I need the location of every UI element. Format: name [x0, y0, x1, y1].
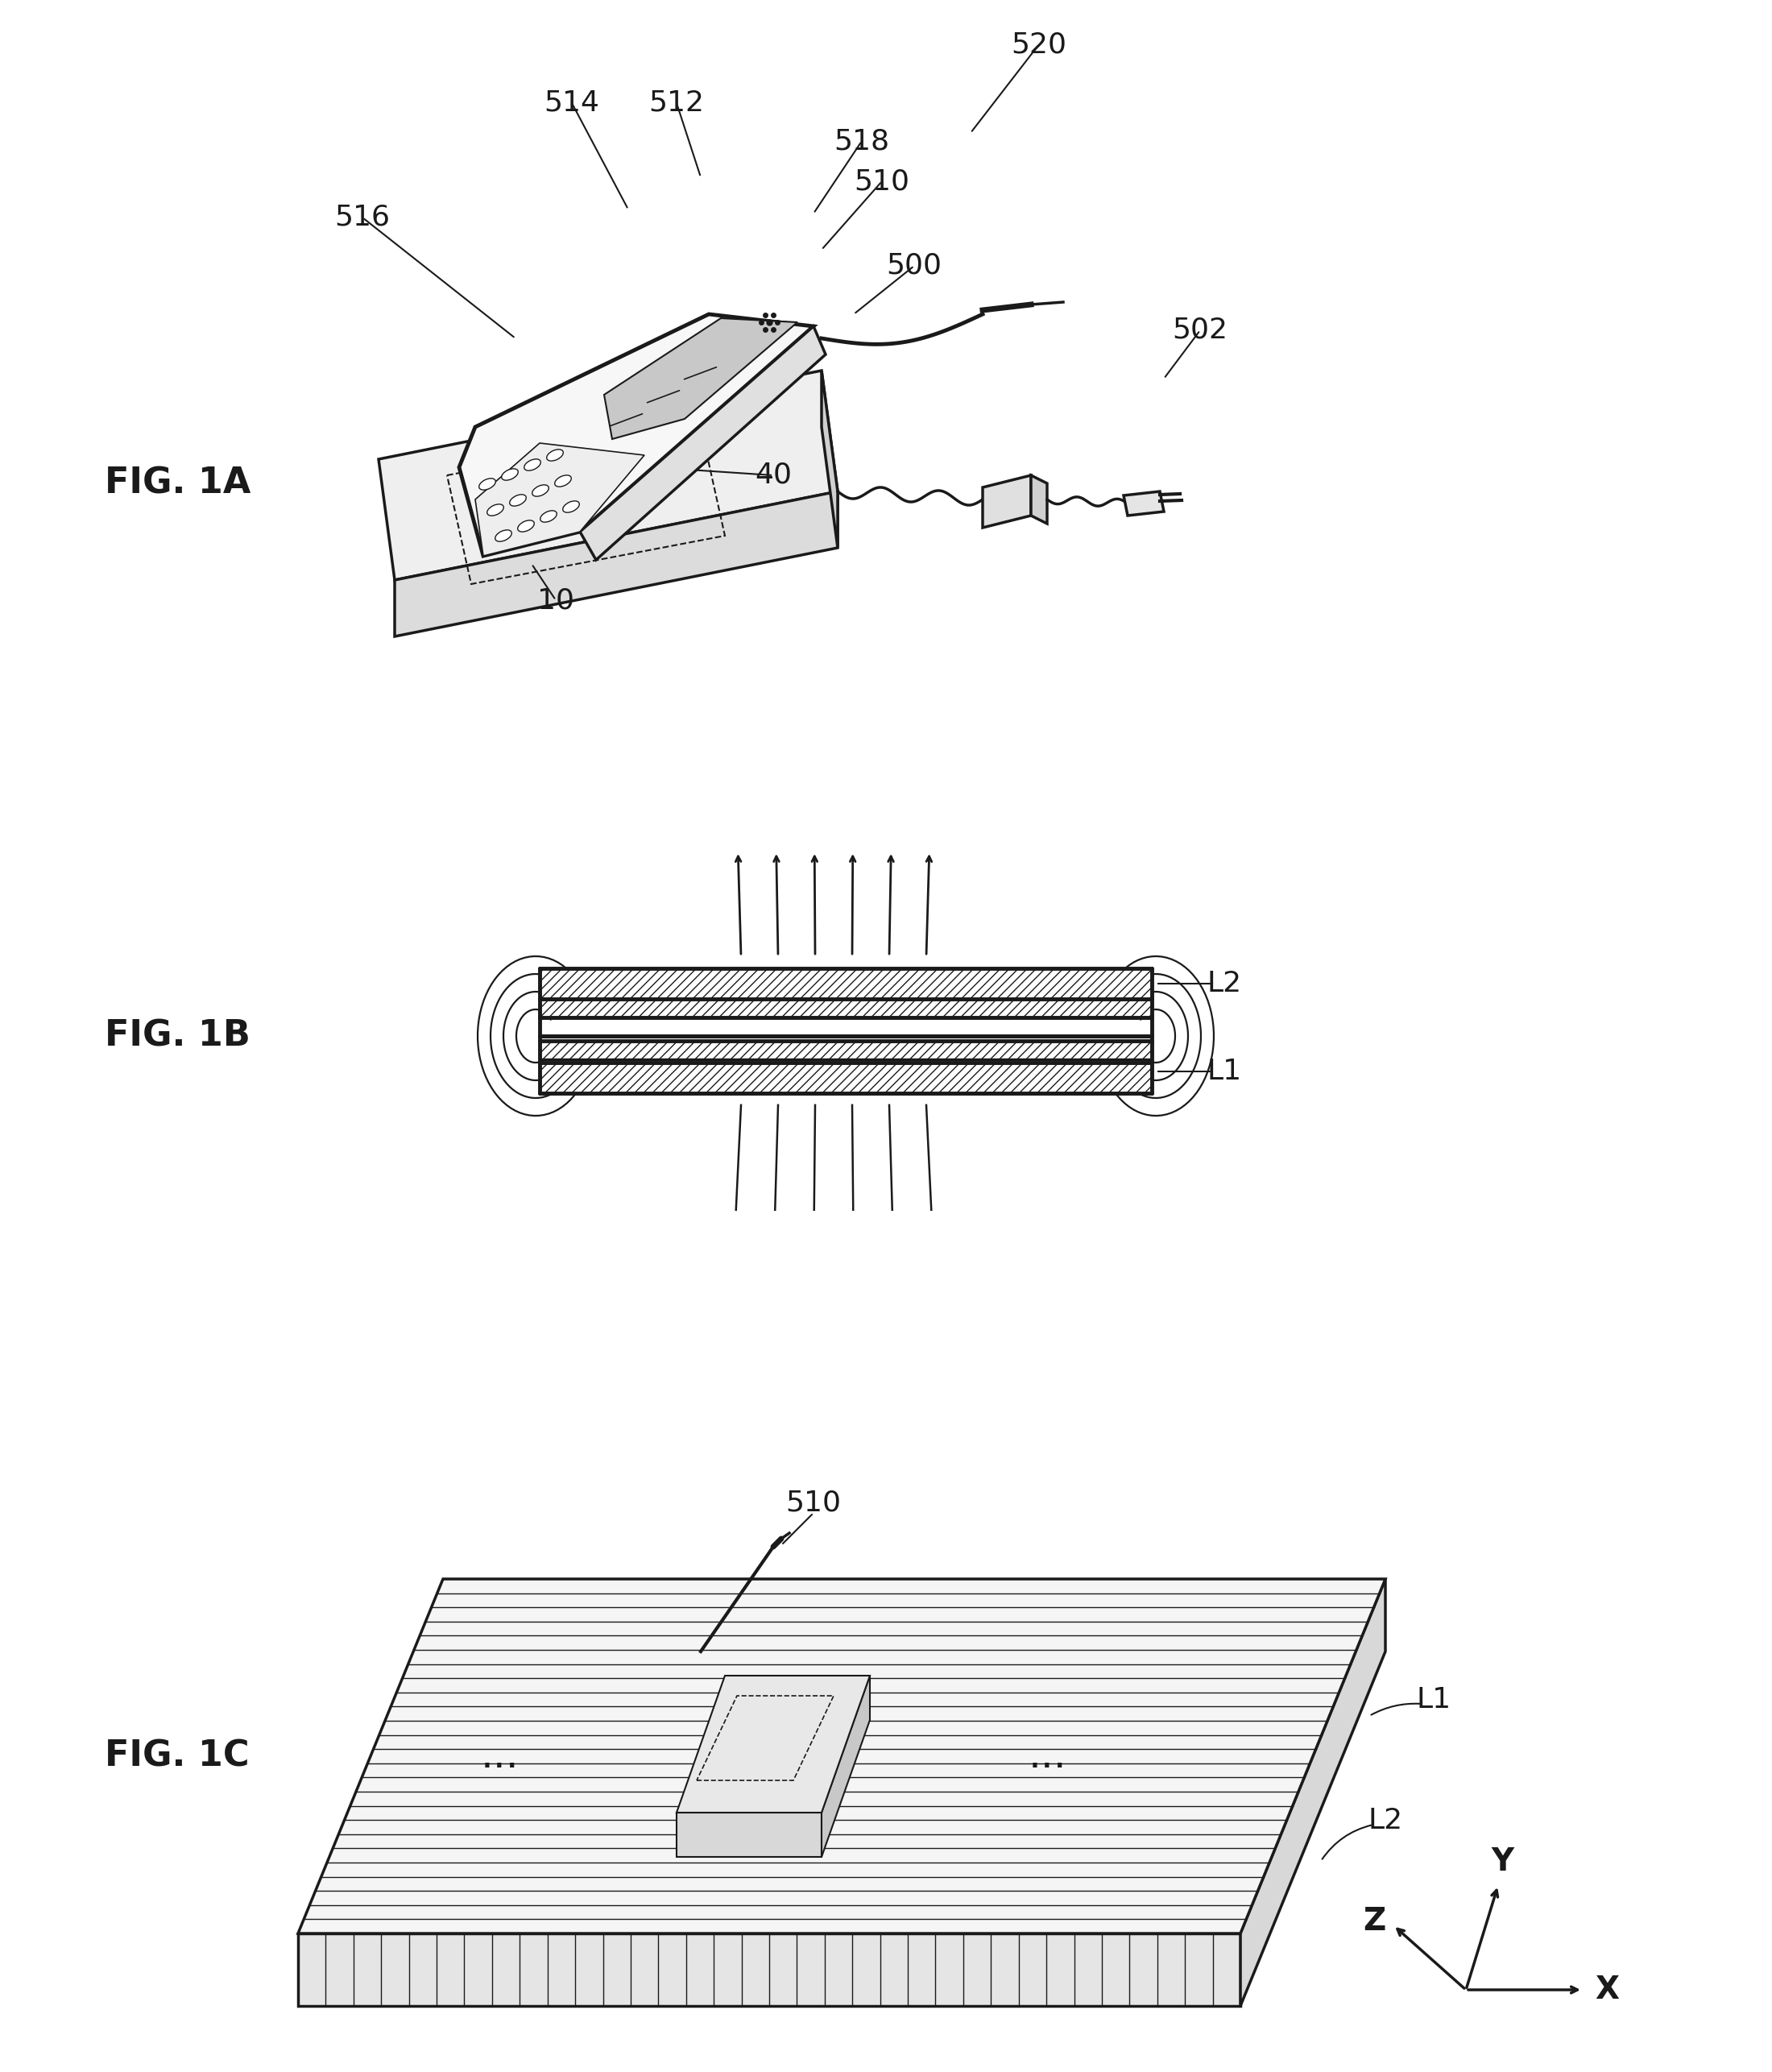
Polygon shape: [1031, 474, 1047, 524]
Text: ...: ...: [1028, 1736, 1067, 1776]
Text: Y: Y: [1490, 1846, 1513, 1877]
Text: L1: L1: [1207, 1057, 1242, 1086]
Text: FIG. 1B: FIG. 1B: [105, 1019, 250, 1053]
Polygon shape: [475, 443, 645, 555]
Polygon shape: [1240, 1579, 1386, 2006]
Polygon shape: [579, 325, 826, 559]
Bar: [540, 999, 1152, 1017]
Text: L2: L2: [1207, 970, 1242, 997]
Ellipse shape: [548, 450, 563, 460]
Ellipse shape: [563, 501, 579, 512]
Ellipse shape: [555, 474, 571, 487]
Text: 520: 520: [1012, 31, 1067, 58]
Text: 10: 10: [537, 586, 574, 613]
Polygon shape: [677, 1676, 870, 1813]
Polygon shape: [298, 1933, 1240, 2006]
Ellipse shape: [487, 503, 503, 516]
Text: L2: L2: [1368, 1807, 1403, 1834]
Text: 516: 516: [335, 203, 390, 232]
Text: 502: 502: [1173, 317, 1228, 344]
Text: Z: Z: [1363, 1906, 1386, 1937]
Polygon shape: [822, 1676, 870, 1857]
Text: 500: 500: [886, 253, 943, 280]
Ellipse shape: [501, 468, 517, 481]
Polygon shape: [459, 315, 813, 555]
Bar: [540, 1063, 1152, 1094]
Text: L1: L1: [1416, 1687, 1451, 1714]
Text: FIG. 1A: FIG. 1A: [105, 466, 252, 501]
Text: 512: 512: [649, 89, 705, 116]
Text: 40: 40: [755, 462, 792, 489]
Ellipse shape: [517, 520, 533, 533]
Bar: [540, 1040, 1152, 1059]
Ellipse shape: [540, 510, 556, 522]
Polygon shape: [677, 1813, 822, 1857]
Polygon shape: [379, 371, 838, 580]
Ellipse shape: [510, 495, 526, 506]
Ellipse shape: [494, 530, 512, 541]
Polygon shape: [1123, 491, 1164, 516]
Polygon shape: [395, 491, 838, 636]
Ellipse shape: [525, 460, 540, 470]
Text: 518: 518: [835, 126, 890, 155]
Text: 514: 514: [544, 89, 599, 116]
Text: X: X: [1595, 1975, 1620, 2006]
Text: FIG. 1C: FIG. 1C: [105, 1738, 250, 1774]
Polygon shape: [983, 474, 1031, 528]
Text: 510: 510: [854, 168, 909, 195]
Polygon shape: [298, 1579, 1386, 1933]
Text: 510: 510: [785, 1490, 842, 1517]
Polygon shape: [604, 319, 797, 439]
Text: ...: ...: [480, 1736, 519, 1776]
Bar: [540, 968, 1152, 999]
Polygon shape: [822, 371, 838, 547]
Ellipse shape: [532, 485, 549, 497]
Ellipse shape: [478, 479, 496, 489]
